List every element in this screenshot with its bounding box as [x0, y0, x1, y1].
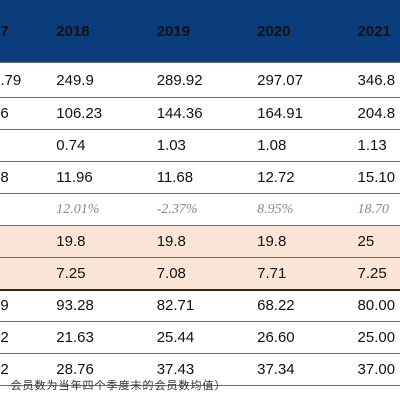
table-cell: 144.36 [146, 97, 248, 130]
table-cell: 7.71 [247, 257, 348, 290]
table-cell: 11.96 [46, 161, 147, 194]
table-cell: 37.34 [247, 353, 348, 386]
table-cell: 37.00 [347, 353, 400, 386]
table-cell: 12.72 [247, 161, 348, 194]
table-cell: 8 [0, 225, 47, 258]
table-cell: 1.08 [247, 129, 348, 162]
table-cell: 68 [0, 161, 47, 194]
table-cell: 0.74 [46, 129, 147, 162]
table-cell: 21.63 [46, 321, 147, 354]
table-cell: 25.44 [146, 321, 248, 354]
table-cell: 7.08 [146, 257, 248, 290]
footnote: ： 会员数为当年四个季度末的会员数均值） [0, 379, 227, 392]
table-cell: 12.01% [46, 193, 147, 226]
table-cell: 7.25 [347, 257, 400, 290]
table-cell: 93.28 [46, 288, 147, 322]
header-row: 17 2018 2019 2020 2021 [0, 0, 400, 63]
data-table: 17 2018 2019 2020 2021 3.79249.9289.9229… [0, 0, 400, 386]
header-cell: 2020 [247, 0, 348, 63]
table-cell [0, 193, 47, 226]
table-cell: 82.71 [146, 288, 248, 322]
table-row: 12.01% -2.37% 8.95% 18.70 [0, 193, 400, 226]
table-cell: 80.00 [347, 288, 400, 322]
table-cell: 204.8 [347, 97, 400, 130]
header-cell: 2021 [347, 0, 400, 63]
table-row: 819.819.819.825 [0, 225, 400, 258]
table-cell: 28.76 [46, 353, 147, 386]
table-cell: 11.68 [146, 161, 248, 194]
table-cell: 1.13 [347, 129, 400, 162]
header-cell: 2018 [46, 0, 147, 63]
table-row: 77.257.087.717.25 [0, 257, 400, 290]
table-cell: 37.43 [146, 353, 248, 386]
table-cell: 3.79 [0, 62, 47, 98]
table-cell: 346.8 [347, 62, 400, 98]
table-cell: 92 [0, 321, 47, 354]
table-cell: 59 [0, 288, 47, 322]
table-cell: 68.22 [247, 288, 348, 322]
header-cell: 2019 [146, 0, 248, 63]
table-cell: 249.9 [46, 62, 147, 98]
table-cell: 297.07 [247, 62, 348, 98]
table-cell: 106.23 [46, 97, 147, 130]
table-cell: 1.03 [146, 129, 248, 162]
header-cell: 17 [0, 0, 47, 63]
table-cell: 1 [0, 129, 47, 162]
table-cell: 289.92 [146, 62, 248, 98]
table-cell: 26.60 [247, 321, 348, 354]
table-cell: 92 [0, 353, 47, 386]
table-cell: 36 [0, 97, 47, 130]
table-body: 3.79249.9289.92297.07346.836106.23144.36… [0, 62, 400, 386]
table-cell: 19.8 [247, 225, 348, 258]
table-cell: 8.95% [247, 193, 348, 226]
table-cell: 19.8 [46, 225, 147, 258]
table-cell: 164.91 [247, 97, 348, 130]
table-cell: 25 [347, 225, 400, 258]
table-cell: 15.10 [347, 161, 400, 194]
table-cell: 19.8 [146, 225, 248, 258]
table-row: 10.741.031.081.13 [0, 129, 400, 162]
table-cell: -2.37% [146, 193, 248, 226]
table-cell: 18.70 [347, 193, 400, 226]
table-cell: 7 [0, 257, 47, 290]
table-cell: 25.00 [347, 321, 400, 354]
table-cell: 7.25 [46, 257, 147, 290]
